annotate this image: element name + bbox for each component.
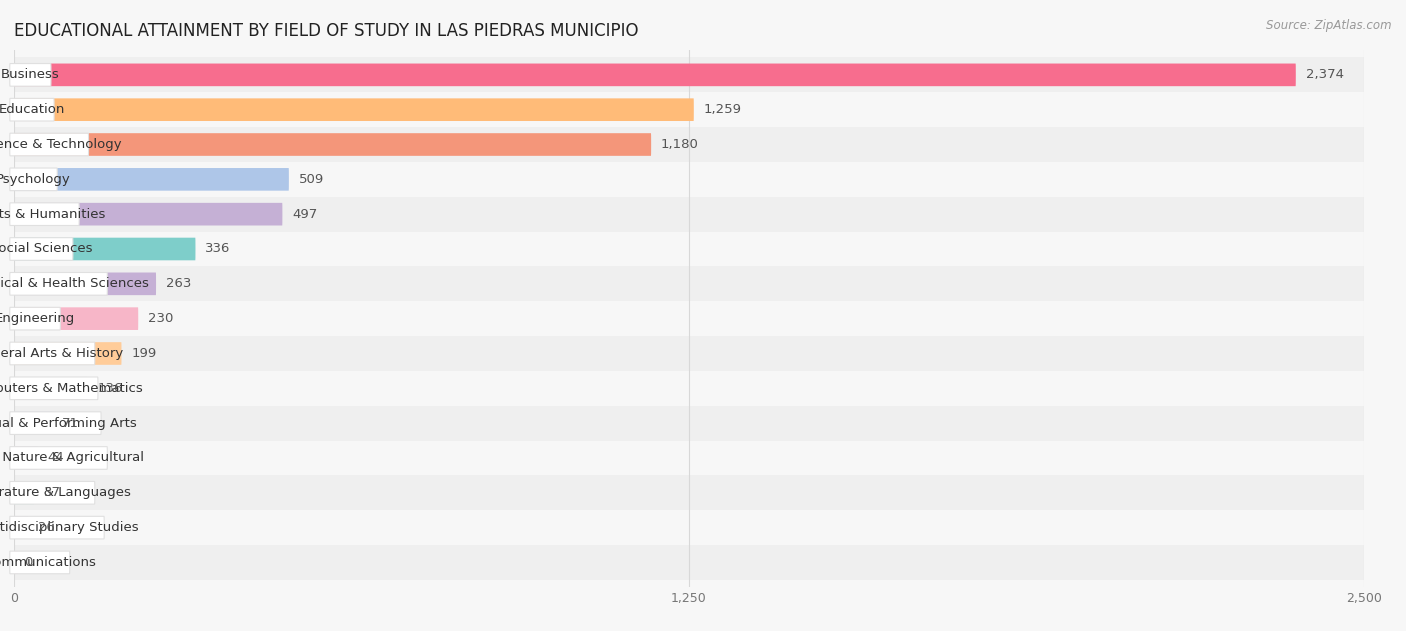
FancyBboxPatch shape bbox=[14, 238, 195, 261]
Text: 37: 37 bbox=[44, 487, 60, 499]
FancyBboxPatch shape bbox=[14, 266, 1364, 301]
FancyBboxPatch shape bbox=[10, 481, 94, 504]
Text: Communications: Communications bbox=[0, 556, 96, 569]
Text: Psychology: Psychology bbox=[0, 173, 70, 186]
Text: 44: 44 bbox=[48, 451, 65, 464]
FancyBboxPatch shape bbox=[10, 64, 51, 86]
FancyBboxPatch shape bbox=[14, 371, 1364, 406]
FancyBboxPatch shape bbox=[14, 510, 1364, 545]
FancyBboxPatch shape bbox=[10, 133, 89, 156]
FancyBboxPatch shape bbox=[14, 447, 38, 469]
Text: Computers & Mathematics: Computers & Mathematics bbox=[0, 382, 143, 395]
FancyBboxPatch shape bbox=[14, 412, 52, 435]
Text: 1,259: 1,259 bbox=[703, 103, 741, 116]
FancyBboxPatch shape bbox=[14, 92, 1364, 127]
FancyBboxPatch shape bbox=[14, 307, 138, 330]
FancyBboxPatch shape bbox=[14, 57, 1364, 92]
Text: Engineering: Engineering bbox=[0, 312, 75, 325]
FancyBboxPatch shape bbox=[10, 377, 98, 399]
Text: 199: 199 bbox=[131, 347, 156, 360]
FancyBboxPatch shape bbox=[10, 307, 60, 330]
Text: Social Sciences: Social Sciences bbox=[0, 242, 93, 256]
Text: Science & Technology: Science & Technology bbox=[0, 138, 122, 151]
FancyBboxPatch shape bbox=[14, 64, 1296, 86]
Text: 497: 497 bbox=[292, 208, 318, 221]
Text: 2,374: 2,374 bbox=[1306, 68, 1344, 81]
FancyBboxPatch shape bbox=[10, 342, 94, 365]
Text: Liberal Arts & History: Liberal Arts & History bbox=[0, 347, 124, 360]
Text: 509: 509 bbox=[298, 173, 323, 186]
FancyBboxPatch shape bbox=[14, 162, 1364, 197]
Text: 336: 336 bbox=[205, 242, 231, 256]
FancyBboxPatch shape bbox=[10, 203, 79, 225]
Text: 0: 0 bbox=[24, 556, 32, 569]
Text: EDUCATIONAL ATTAINMENT BY FIELD OF STUDY IN LAS PIEDRAS MUNICIPIO: EDUCATIONAL ATTAINMENT BY FIELD OF STUDY… bbox=[14, 21, 638, 40]
Text: 26: 26 bbox=[38, 521, 55, 534]
FancyBboxPatch shape bbox=[10, 273, 107, 295]
FancyBboxPatch shape bbox=[14, 342, 121, 365]
Text: Bio, Nature & Agricultural: Bio, Nature & Agricultural bbox=[0, 451, 143, 464]
FancyBboxPatch shape bbox=[10, 516, 104, 539]
Text: Literature & Languages: Literature & Languages bbox=[0, 487, 131, 499]
Text: Education: Education bbox=[0, 103, 65, 116]
Text: Physical & Health Sciences: Physical & Health Sciences bbox=[0, 278, 149, 290]
FancyBboxPatch shape bbox=[10, 447, 107, 469]
FancyBboxPatch shape bbox=[14, 516, 28, 539]
Text: Arts & Humanities: Arts & Humanities bbox=[0, 208, 105, 221]
FancyBboxPatch shape bbox=[14, 168, 288, 191]
FancyBboxPatch shape bbox=[10, 98, 53, 121]
Text: 1,180: 1,180 bbox=[661, 138, 699, 151]
Text: Visual & Performing Arts: Visual & Performing Arts bbox=[0, 416, 136, 430]
FancyBboxPatch shape bbox=[10, 412, 101, 435]
FancyBboxPatch shape bbox=[14, 377, 87, 399]
Text: Source: ZipAtlas.com: Source: ZipAtlas.com bbox=[1267, 19, 1392, 32]
FancyBboxPatch shape bbox=[14, 133, 651, 156]
FancyBboxPatch shape bbox=[14, 440, 1364, 475]
FancyBboxPatch shape bbox=[10, 168, 58, 191]
FancyBboxPatch shape bbox=[14, 301, 1364, 336]
Text: 71: 71 bbox=[62, 416, 79, 430]
FancyBboxPatch shape bbox=[14, 232, 1364, 266]
FancyBboxPatch shape bbox=[14, 481, 34, 504]
FancyBboxPatch shape bbox=[14, 203, 283, 225]
FancyBboxPatch shape bbox=[10, 551, 70, 574]
FancyBboxPatch shape bbox=[14, 273, 156, 295]
Text: Business: Business bbox=[1, 68, 59, 81]
FancyBboxPatch shape bbox=[14, 336, 1364, 371]
FancyBboxPatch shape bbox=[14, 551, 18, 574]
Text: 136: 136 bbox=[97, 382, 122, 395]
Text: 263: 263 bbox=[166, 278, 191, 290]
FancyBboxPatch shape bbox=[10, 238, 73, 261]
FancyBboxPatch shape bbox=[14, 545, 1364, 580]
FancyBboxPatch shape bbox=[14, 475, 1364, 510]
FancyBboxPatch shape bbox=[14, 406, 1364, 440]
Text: 230: 230 bbox=[148, 312, 173, 325]
FancyBboxPatch shape bbox=[14, 127, 1364, 162]
Text: Multidisciplinary Studies: Multidisciplinary Studies bbox=[0, 521, 138, 534]
FancyBboxPatch shape bbox=[14, 197, 1364, 232]
FancyBboxPatch shape bbox=[14, 98, 693, 121]
